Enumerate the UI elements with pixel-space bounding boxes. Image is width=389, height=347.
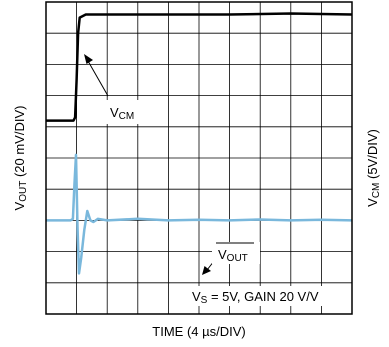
vcm-arrow-head (84, 54, 93, 64)
y-axis-label-right: VCM (5V/DIV) (365, 129, 382, 207)
condition-label-bg (188, 286, 348, 306)
grid (46, 2, 352, 314)
x-axis-label: TIME (4 µs/DIV) (152, 324, 245, 339)
y-axis-label-left: VOUT (20 mV/DIV) (12, 106, 29, 211)
vcm-arrow-shaft (87, 60, 109, 97)
condition-label: VS = 5V, GAIN 20 V/V (192, 289, 319, 306)
annotation-arrows (84, 54, 219, 275)
plot-frame (45, 1, 353, 315)
series-line-vcm (46, 12, 353, 122)
vout-label-bg (212, 242, 260, 264)
series-line-vout (46, 153, 353, 275)
waveforms (46, 12, 353, 275)
vcm-label-bg (104, 100, 148, 124)
vout-arrow-head (202, 266, 211, 275)
vout-label: VOUT (218, 247, 248, 264)
vcm-label: VCM (110, 105, 134, 122)
